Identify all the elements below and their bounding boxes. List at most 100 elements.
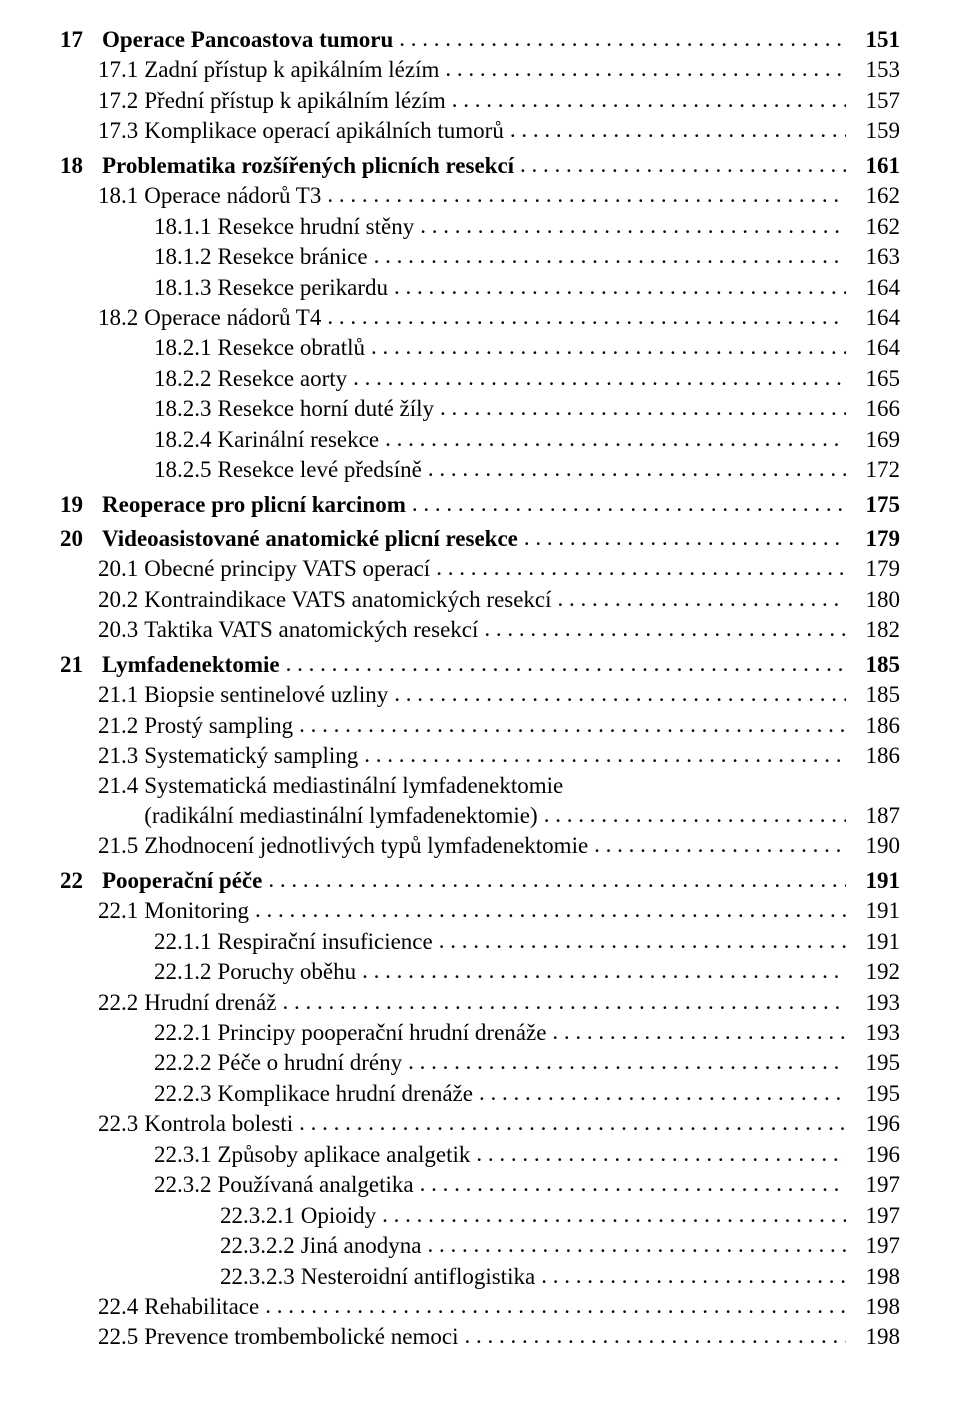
toc-entry: 18.2.3Resekce horní duté žíly166	[60, 393, 900, 423]
toc-page-number: 197	[846, 1231, 900, 1260]
toc-leader	[265, 1291, 846, 1314]
toc-title: Lymfadenektomie	[102, 650, 286, 679]
toc-page-number: 164	[846, 303, 900, 332]
toc-page-number: 196	[846, 1140, 900, 1169]
toc-title: Operace nádorů T4	[144, 303, 327, 332]
toc-leader	[362, 956, 846, 979]
toc-leader	[353, 363, 846, 386]
toc-entry: 22.2Hrudní drenáž193	[60, 987, 900, 1017]
toc-title: Principy pooperační hrudní drenáže	[218, 1018, 553, 1047]
toc-page-number: 164	[846, 273, 900, 302]
toc-number: 18.2.2	[154, 364, 218, 393]
toc-page-number: 193	[846, 988, 900, 1017]
toc-number: 18.2.1	[154, 333, 218, 362]
toc-title: Respirační insuficience	[218, 927, 439, 956]
toc-number: 18.1.3	[154, 273, 218, 302]
toc-page-number: 195	[846, 1079, 900, 1108]
toc-title: Péče o hrudní drény	[218, 1048, 409, 1077]
toc-number: 18.2.5	[154, 455, 218, 484]
toc-page-number: 190	[846, 831, 900, 860]
toc-number: 21.4	[98, 771, 144, 800]
toc-entry: 22.1.2Poruchy oběhu192	[60, 956, 900, 986]
toc-entry: 22.3Kontrola bolesti196	[60, 1108, 900, 1138]
toc-number: 18.1.1	[154, 212, 218, 241]
toc-leader	[286, 649, 846, 672]
toc-title: Resekce bránice	[218, 242, 374, 271]
toc-entry: 18.1.1Resekce hrudní stěny162	[60, 211, 900, 241]
toc-leader	[255, 895, 846, 918]
toc-page-number: 157	[846, 86, 900, 115]
toc-page-number: 162	[846, 212, 900, 241]
toc-page-number: 191	[846, 866, 900, 895]
toc-title: Obecné principy VATS operací	[144, 554, 436, 583]
toc-page-number: 161	[846, 151, 900, 180]
toc-entry: 22.3.2.2Jiná anodyna197	[60, 1230, 900, 1260]
toc-page-number: 182	[846, 615, 900, 644]
toc-title: Rehabilitace	[144, 1292, 265, 1321]
toc-entry: 21.1Biopsie sentinelové uzliny185	[60, 679, 900, 709]
toc-leader	[268, 865, 846, 888]
toc-entry: 22.4Rehabilitace198	[60, 1291, 900, 1321]
toc-title: Reoperace pro plicní karcinom	[102, 490, 412, 519]
toc-page-number: 186	[846, 741, 900, 770]
toc-number: 18.1	[98, 181, 144, 210]
toc-number: 22.1	[98, 896, 144, 925]
toc-title: Monitoring	[144, 896, 255, 925]
toc-entry: 22.3.2Používaná analgetika197	[60, 1169, 900, 1199]
toc-page-number: 191	[846, 927, 900, 956]
toc-page-number: 192	[846, 957, 900, 986]
toc-page-number: 153	[846, 55, 900, 84]
toc-page-number: 179	[846, 524, 900, 553]
toc-title: Používaná analgetika	[218, 1170, 420, 1199]
toc-number: 17.1	[98, 55, 144, 84]
toc-entry: 18.2.1Resekce obratlů164	[60, 332, 900, 362]
toc-entry: 22.3.2.1Opioidy197	[60, 1200, 900, 1230]
toc-number: 20	[60, 524, 102, 553]
toc-number: 20.3	[98, 615, 144, 644]
toc-number: 21	[60, 650, 102, 679]
toc-leader	[382, 1200, 846, 1223]
toc-title: Videoasistované anatomické plicní resekc…	[102, 524, 524, 553]
toc-title: Prevence trombembolické nemoci	[144, 1322, 464, 1351]
toc-page-number: 179	[846, 554, 900, 583]
toc-title: Způsoby aplikace analgetik	[218, 1140, 477, 1169]
toc-entry: 18Problematika rozšířených plicních rese…	[60, 150, 900, 180]
toc-title: Hrudní drenáž	[144, 988, 282, 1017]
toc-page-number: 197	[846, 1170, 900, 1199]
toc-number: 21.3	[98, 741, 144, 770]
toc-title: Kontrola bolesti	[144, 1109, 299, 1138]
toc-entry: 21.3Systematický sampling 186	[60, 740, 900, 770]
toc-title: Zhodnocení jednotlivých typů lymfadenekt…	[144, 831, 594, 860]
toc-leader	[520, 150, 846, 173]
toc-page-number: 198	[846, 1322, 900, 1351]
toc-number: 21.5	[98, 831, 144, 860]
toc-number: 22.3.2.1	[220, 1201, 301, 1230]
toc-leader	[427, 1230, 846, 1253]
toc-entry: 21.5Zhodnocení jednotlivých typů lymfade…	[60, 830, 900, 860]
toc-page-number: 196	[846, 1109, 900, 1138]
toc-entry: 18.2.4Karinální resekce169	[60, 424, 900, 454]
toc-page-number: 185	[846, 680, 900, 709]
toc-number: 18.1.2	[154, 242, 218, 271]
toc-number: 22.1.1	[154, 927, 218, 956]
toc-number: 22.3.1	[154, 1140, 218, 1169]
toc-number: 22.3.2.3	[220, 1262, 301, 1291]
toc-title: Pooperační péče	[102, 866, 268, 895]
toc-entry: 17.3Komplikace operací apikálních tumorů…	[60, 115, 900, 145]
toc-page-number: 162	[846, 181, 900, 210]
toc-leader	[420, 211, 846, 234]
toc-entry: 20.2Kontraindikace VATS anatomických res…	[60, 584, 900, 614]
toc-title: Systematický sampling	[144, 741, 364, 770]
toc-entry-continuation: 21.4(radikální mediastinální lymfadenekt…	[60, 800, 900, 830]
toc-entry: 22.3.1Způsoby aplikace analgetik 196	[60, 1139, 900, 1169]
toc-leader	[524, 523, 846, 546]
toc-leader	[452, 85, 846, 108]
toc-number: 18.2.3	[154, 394, 218, 423]
toc-leader	[476, 1139, 846, 1162]
toc-leader	[541, 1261, 846, 1284]
toc-title: Resekce aorty	[218, 364, 354, 393]
toc-leader	[399, 24, 846, 47]
toc-leader	[299, 710, 846, 733]
toc-title: Zadní přístup k apikálním lézím	[144, 55, 445, 84]
toc-leader	[484, 614, 846, 637]
